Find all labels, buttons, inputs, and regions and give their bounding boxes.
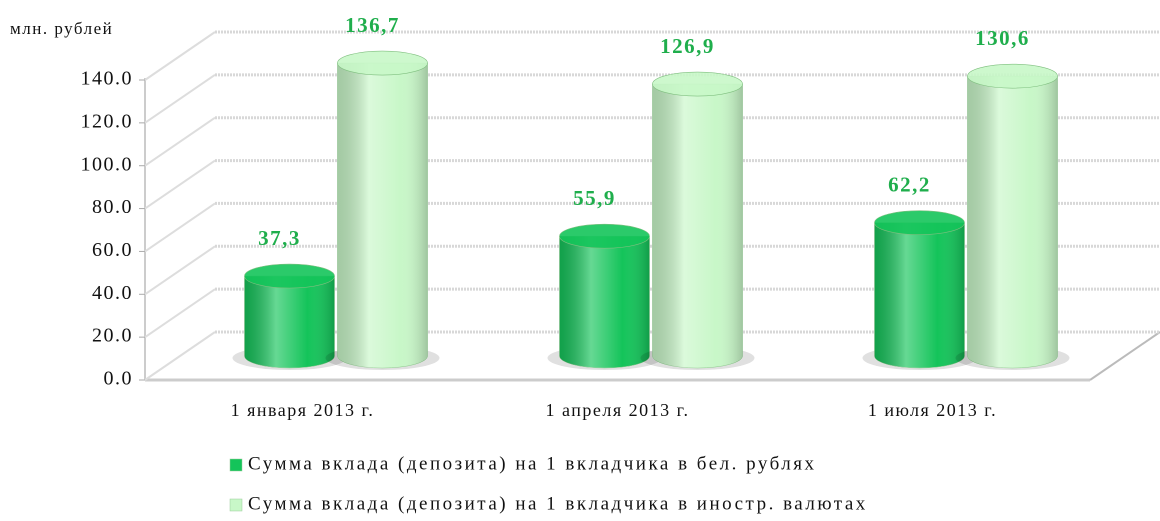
- bar-top: [874, 210, 965, 236]
- bar-top: [559, 223, 650, 249]
- value-label: 62,2: [888, 173, 931, 197]
- legend-label: Сумма вклада (депозита) на 1 вкладчика в…: [248, 453, 817, 474]
- x-tick-label: 1 апреля 2013 г.: [546, 400, 690, 420]
- wall-line: [144, 159, 216, 210]
- legend-swatch: [229, 498, 243, 512]
- legend-label: Сумма вклада (депозита) на 1 вкладчика в…: [248, 493, 868, 514]
- y-tick-label: 0.0: [104, 368, 134, 390]
- wall-line: [144, 31, 216, 81]
- bar-shine: [559, 236, 650, 368]
- value-label: 136,7: [345, 13, 400, 37]
- y-tick-label: 120.0: [81, 110, 134, 132]
- wall-line: [144, 116, 216, 167]
- floor-side: [1089, 331, 1160, 381]
- wall-line: [144, 288, 216, 338]
- y-tick-label: 140.0: [81, 68, 134, 90]
- axis-title: млн. рублей: [10, 19, 113, 38]
- bar-top: [337, 50, 428, 76]
- bar-shine: [652, 84, 743, 369]
- value-label: 130,6: [975, 26, 1030, 50]
- x-tick-label: 1 июля 2013 г.: [868, 400, 997, 420]
- wall-line: [144, 202, 216, 253]
- y-tick-label: 60.0: [92, 239, 133, 261]
- legend-swatch: [229, 458, 243, 472]
- value-label: 55,9: [573, 186, 616, 210]
- bar-top: [244, 263, 335, 289]
- y-tick-label: 40.0: [92, 282, 133, 304]
- value-label: 126,9: [660, 34, 715, 58]
- bar-shine: [874, 222, 965, 368]
- bar-shine: [244, 276, 335, 368]
- bar-shine: [337, 63, 428, 368]
- bar-shine: [967, 76, 1058, 369]
- wall-line: [144, 74, 216, 124]
- wall-line: [144, 331, 216, 381]
- x-tick-label: 1 января 2013 г.: [231, 400, 375, 420]
- value-label: 37,3: [258, 226, 301, 250]
- y-tick-label: 80.0: [92, 196, 133, 218]
- bar-top: [652, 71, 743, 97]
- y-tick-label: 100.0: [81, 153, 134, 175]
- bar-top: [967, 63, 1058, 89]
- y-tick-label: 20.0: [92, 325, 133, 347]
- wall-line: [144, 245, 216, 296]
